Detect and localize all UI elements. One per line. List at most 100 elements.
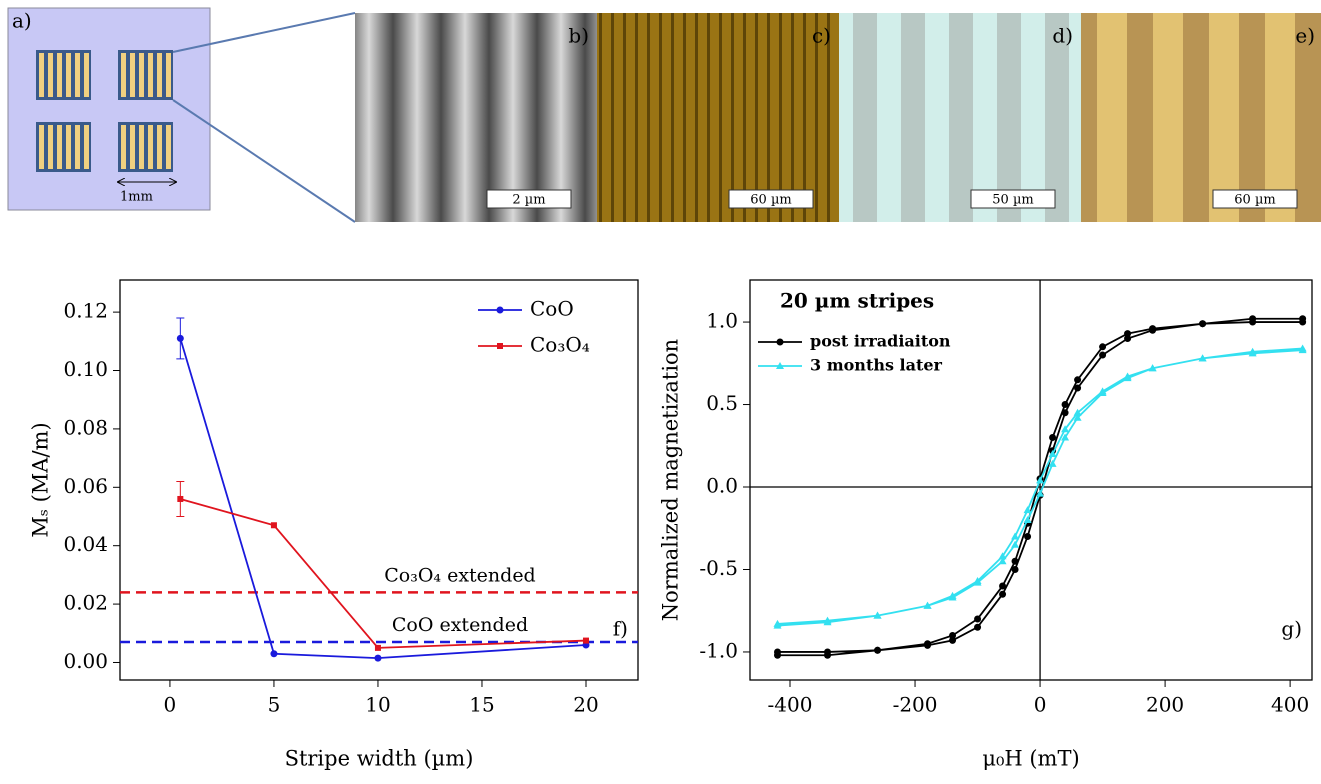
stripe (355, 13, 393, 222)
stripe (166, 53, 171, 97)
marker (374, 654, 382, 662)
legend-label: post irradiaiton (810, 332, 951, 351)
marker (824, 651, 832, 659)
stripe (877, 13, 901, 222)
marker (1148, 364, 1157, 372)
stripe (1239, 13, 1265, 222)
x-tick-label: 400 (1271, 693, 1309, 717)
stripe (57, 53, 62, 97)
panel-label: e) (1295, 24, 1315, 48)
panel-label: c) (812, 24, 831, 48)
stripe (157, 125, 162, 169)
stripe (39, 125, 44, 169)
x-tick-label: 5 (268, 693, 281, 717)
scale-bar-label: 50 µm (992, 193, 1033, 208)
marker (176, 334, 184, 342)
panel-label: f) (613, 617, 628, 641)
stripe (659, 13, 662, 222)
x-tick-label: 15 (469, 693, 494, 717)
x-tick-label: 0 (1034, 693, 1047, 717)
marker (873, 611, 882, 619)
stripe (707, 13, 710, 222)
stripe (39, 53, 44, 97)
marker (998, 552, 1007, 560)
micrograph: 50 µm d) (839, 13, 1081, 222)
stripe (827, 13, 830, 222)
marker (1123, 372, 1132, 380)
scale-bar (728, 189, 814, 209)
stripe (441, 13, 489, 222)
y-tick-label: 0.12 (63, 299, 108, 323)
marker (1099, 351, 1107, 359)
image (839, 13, 1081, 222)
y-tick-label: 0.06 (63, 474, 108, 498)
zoom-line (172, 99, 356, 223)
y-tick-label: 0.04 (63, 532, 108, 556)
x-tick-label: 200 (1146, 693, 1184, 717)
panel-label: g) (1281, 617, 1302, 641)
series-line (180, 498, 587, 649)
stripe (623, 13, 626, 222)
legend-label: CoO (530, 297, 574, 321)
marker (1298, 346, 1307, 354)
stripe-arrays (36, 50, 173, 172)
series-line (179, 338, 587, 660)
x-axis-label: Stripe width (µm) (285, 747, 474, 771)
stripe (1295, 13, 1321, 222)
stripe (755, 13, 758, 222)
stripe (585, 13, 597, 222)
stripe (139, 125, 144, 169)
marker (973, 577, 982, 585)
x-tick-label: 10 (365, 693, 390, 717)
marker (774, 651, 782, 659)
marker (1098, 387, 1107, 395)
marker (1024, 532, 1032, 540)
y-axis-label: Normalized magnetization (659, 339, 683, 621)
stripe (743, 13, 746, 222)
stripe (779, 13, 782, 222)
x-axis-label: μ₀H (mT) (982, 747, 1079, 771)
y-axis-label: Mₛ (MA/m) (29, 422, 53, 537)
micrograph: 2 µm b) (355, 13, 597, 222)
stripe (599, 13, 602, 222)
marker (1299, 318, 1307, 326)
stripe (121, 53, 126, 97)
marker (1048, 459, 1057, 467)
y-tick-label: 0.0 (706, 474, 738, 498)
scale-bar-label: 60 µm (750, 193, 791, 208)
marker (974, 623, 982, 631)
stripe-array (36, 50, 91, 100)
stripe (839, 13, 853, 222)
marker (1124, 330, 1132, 338)
y-tick-label: 0.00 (63, 649, 108, 673)
marker (1074, 376, 1082, 384)
marker (1149, 325, 1157, 333)
y-tick-label: 0.02 (63, 591, 108, 615)
image (355, 13, 597, 222)
stripe (1069, 13, 1081, 222)
stripe (537, 13, 585, 222)
marker (1061, 409, 1069, 417)
marker (1249, 318, 1257, 326)
scale-bar-label: 60 µm (1234, 193, 1275, 208)
marker (1011, 532, 1020, 540)
marker (270, 522, 277, 529)
chart-title: 20 µm stripes (780, 289, 934, 313)
plot-frame (749, 279, 1313, 681)
stripe-array (118, 122, 173, 172)
stripe (393, 13, 441, 222)
stripe (57, 125, 62, 169)
marker (270, 650, 278, 658)
y-tick-label: 1.0 (706, 309, 738, 333)
marker (1198, 354, 1207, 362)
stripe (148, 53, 153, 97)
stripe (767, 13, 770, 222)
stripe (66, 53, 71, 97)
scale-bar (486, 189, 572, 209)
chart: 0 5 10 15 20 0.00 0.02 0.04 0.06 0.08 0.10 0.12 Stri… (29, 279, 639, 771)
reference-label: Co₃O₄ extended (384, 564, 535, 586)
marker (1061, 425, 1070, 433)
marker (1073, 413, 1082, 421)
y-tick-label: 0.08 (63, 415, 108, 439)
scale-label: 1mm (120, 190, 153, 205)
